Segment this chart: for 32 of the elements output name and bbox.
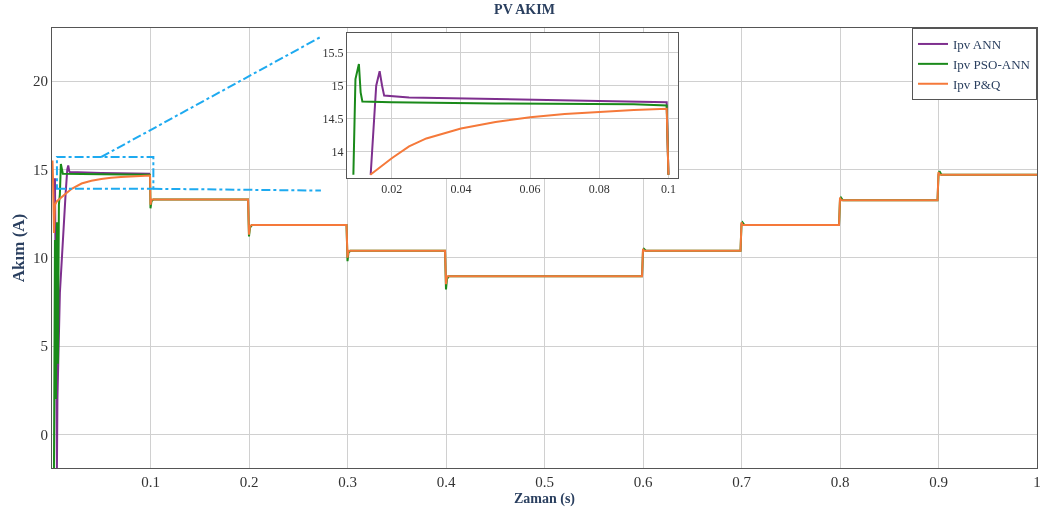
x-tick-label: 0.04 xyxy=(450,182,472,197)
line-series xyxy=(52,159,1037,286)
y-tick-label: 14 xyxy=(331,144,344,159)
x-tick-label: 0.9 xyxy=(929,474,948,490)
x-tick-label: 0.02 xyxy=(381,182,403,197)
x-tick-label: 0.3 xyxy=(338,474,357,490)
chart-title: PV AKIM xyxy=(494,1,555,17)
line-series xyxy=(369,107,670,176)
x-tick-label: 1 xyxy=(1033,474,1041,490)
x-tick-label: 0.7 xyxy=(732,474,752,490)
y-tick-label: 15.5 xyxy=(322,45,344,60)
x-tick-label: 0.08 xyxy=(588,182,610,197)
y-tick-label: 10 xyxy=(33,249,48,266)
y-tick-label: 20 xyxy=(33,73,48,90)
y-tick-label: 14.5 xyxy=(322,111,344,126)
y-tick-label: 0 xyxy=(40,426,48,443)
legend-label: Ipv P&Q xyxy=(953,76,1001,92)
x-tick-label: 0.06 xyxy=(519,182,541,197)
x-tick-label: 0.8 xyxy=(830,474,850,490)
x-tick-label: 0.4 xyxy=(436,474,456,490)
legend-label: Ipv ANN xyxy=(953,37,1002,53)
y-axis-title: Akım (A) xyxy=(8,213,28,283)
y-tick-label: 15 xyxy=(331,78,344,93)
y-tick-label: 15 xyxy=(33,161,48,178)
x-tick-label: 0.5 xyxy=(535,474,554,490)
x-tick-label: 0.2 xyxy=(239,474,259,490)
legend-label: Ipv PSO-ANN xyxy=(953,56,1031,72)
x-tick-label: 0.1 xyxy=(660,182,676,197)
x-axis-title: Zaman (s) xyxy=(513,491,576,508)
x-tick-label: 0.1 xyxy=(141,474,160,490)
y-tick-label: 5 xyxy=(40,338,48,355)
x-tick-label: 0.6 xyxy=(633,474,653,490)
